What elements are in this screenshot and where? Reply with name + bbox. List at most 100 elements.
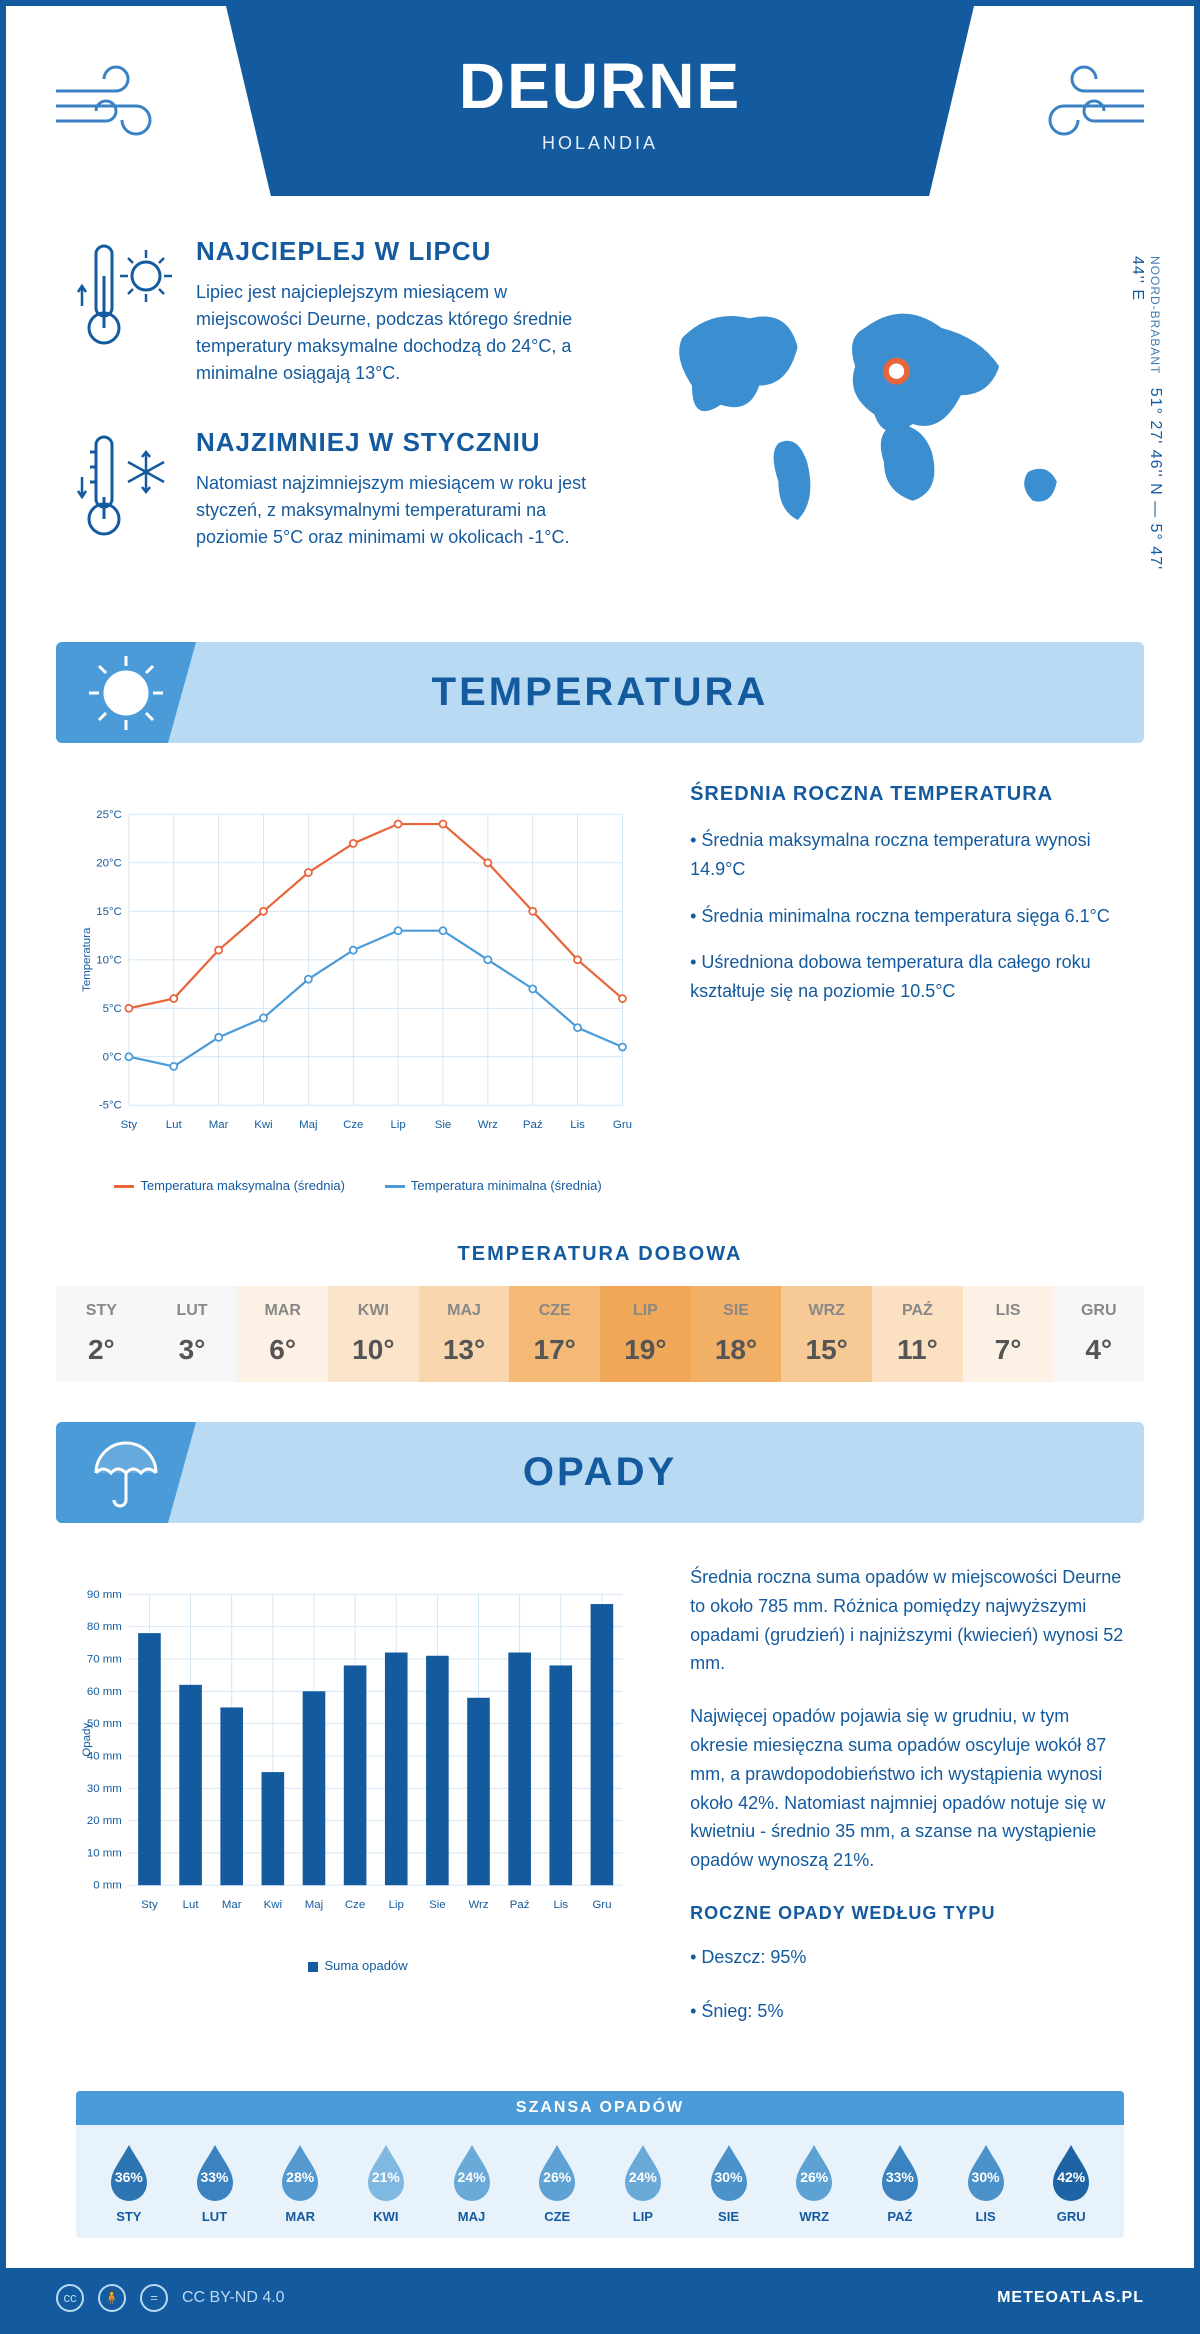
svg-text:Lis: Lis: [553, 1899, 568, 1911]
daily-cell: PAŹ11°: [872, 1286, 963, 1382]
chance-row: 36% STY 33% LUT 28% MAR 21% KWI 24% MAJ: [76, 2125, 1124, 2238]
temperature-body: -5°C0°C5°C10°C15°C20°C25°CStyLutMarKwiMa…: [6, 743, 1194, 1213]
precipitation-banner: OPADY: [56, 1422, 1144, 1523]
world-map-icon: [644, 280, 1124, 549]
temperature-summary: ŚREDNIA ROCZNA TEMPERATURA • Średnia mak…: [690, 783, 1124, 1193]
svg-text:Maj: Maj: [305, 1899, 323, 1911]
coldest-title: NAJZIMNIEJ W STYCZNIU: [196, 427, 604, 458]
warmest-title: NAJCIEPLEJ W LIPCU: [196, 236, 604, 267]
svg-text:20°C: 20°C: [96, 857, 122, 869]
svg-text:Lut: Lut: [183, 1899, 200, 1911]
temperature-chart: -5°C0°C5°C10°C15°C20°C25°CStyLutMarKwiMa…: [76, 783, 640, 1193]
svg-text:Paź: Paź: [523, 1119, 543, 1131]
svg-text:Mar: Mar: [222, 1899, 242, 1911]
chance-item: 21% KWI: [343, 2143, 429, 2224]
svg-text:5°C: 5°C: [103, 1003, 122, 1015]
svg-text:Kwi: Kwi: [254, 1119, 272, 1131]
chance-item: 24% MAJ: [429, 2143, 515, 2224]
svg-text:Lis: Lis: [570, 1119, 585, 1131]
precip-types: ROCZNE OPADY WEDŁUG TYPU • Deszcz: 95% •…: [690, 1899, 1124, 2027]
coldest-text: Natomiast najzimniejszym miesiącem w rok…: [196, 470, 604, 551]
svg-text:Maj: Maj: [299, 1119, 317, 1131]
svg-text:30 mm: 30 mm: [87, 1783, 122, 1795]
temperature-title: TEMPERATURA: [56, 670, 1144, 715]
svg-text:90 mm: 90 mm: [87, 1589, 122, 1601]
svg-text:0 mm: 0 mm: [93, 1880, 122, 1892]
intro-section: NAJCIEPLEJ W LIPCU Lipiec jest najcieple…: [6, 196, 1194, 622]
daily-cell: STY2°: [56, 1286, 147, 1382]
daily-cell: MAR6°: [237, 1286, 328, 1382]
city-title: DEURNE: [459, 49, 741, 123]
country-label: HOLANDIA: [542, 133, 658, 154]
coordinates: NOORD-BRABANT 51° 27' 46'' N — 5° 47' 44…: [1128, 256, 1164, 592]
precipitation-body: 0 mm10 mm20 mm30 mm40 mm50 mm60 mm70 mm8…: [6, 1523, 1194, 2071]
chance-item: 33% LUT: [172, 2143, 258, 2224]
header-banner: DEURNE HOLANDIA: [226, 6, 974, 196]
warmest-text: Lipiec jest najcieplejszym miesiącem w m…: [196, 279, 604, 387]
svg-text:Gru: Gru: [592, 1899, 611, 1911]
chance-item: 26% CZE: [514, 2143, 600, 2224]
svg-text:10°C: 10°C: [96, 954, 122, 966]
chance-title: SZANSA OPADÓW: [76, 2091, 1124, 2125]
svg-text:Sty: Sty: [141, 1899, 158, 1911]
summary-line-1: • Średnia minimalna roczna temperatura s…: [690, 902, 1124, 931]
svg-text:70 mm: 70 mm: [87, 1654, 122, 1666]
svg-text:Wrz: Wrz: [468, 1899, 488, 1911]
license-block: cc 🧍 = CC BY-ND 4.0: [56, 2284, 285, 2312]
svg-text:Cze: Cze: [343, 1119, 363, 1131]
header: DEURNE HOLANDIA: [6, 6, 1194, 196]
daily-cell: LIP19°: [600, 1286, 691, 1382]
svg-text:Temperatura: Temperatura: [81, 927, 93, 992]
coldest-block: NAJZIMNIEJ W STYCZNIU Natomiast najzimni…: [76, 427, 604, 552]
sun-icon: [56, 642, 196, 743]
precipitation-summary: Średnia roczna suma opadów w miejscowośc…: [690, 1563, 1124, 2051]
chance-item: 26% WRZ: [771, 2143, 857, 2224]
chance-item: 33% PAŹ: [857, 2143, 943, 2224]
svg-text:10 mm: 10 mm: [87, 1847, 122, 1859]
page-root: DEURNE HOLANDIA: [0, 0, 1200, 2334]
svg-text:Gru: Gru: [613, 1119, 632, 1131]
precip-text-0: Średnia roczna suma opadów w miejscowośc…: [690, 1563, 1124, 1678]
chance-item: 24% LIP: [600, 2143, 686, 2224]
svg-text:Paź: Paź: [510, 1899, 530, 1911]
legend-sum: Suma opadów: [324, 1958, 407, 1973]
daily-cell: LUT3°: [147, 1286, 238, 1382]
svg-text:25°C: 25°C: [96, 809, 122, 821]
precip-chance: SZANSA OPADÓW 36% STY 33% LUT 28% MAR 21…: [76, 2091, 1124, 2238]
chance-item: 36% STY: [86, 2143, 172, 2224]
svg-text:Wrz: Wrz: [478, 1119, 498, 1131]
svg-text:80 mm: 80 mm: [87, 1621, 122, 1633]
precip-title: OPADY: [56, 1450, 1144, 1495]
chance-item: 42% GRU: [1028, 2143, 1114, 2224]
license-text: CC BY-ND 4.0: [182, 2289, 285, 2307]
daily-cell: WRZ15°: [781, 1286, 872, 1382]
svg-text:Sie: Sie: [429, 1899, 446, 1911]
daily-cell: LIS7°: [963, 1286, 1054, 1382]
daily-cell: CZE17°: [509, 1286, 600, 1382]
footer: cc 🧍 = CC BY-ND 4.0 METEOATLAS.PL: [6, 2268, 1194, 2328]
warmest-block: NAJCIEPLEJ W LIPCU Lipiec jest najcieple…: [76, 236, 604, 387]
summary-title: ŚREDNIA ROCZNA TEMPERATURA: [690, 783, 1124, 806]
site-name: METEOATLAS.PL: [997, 2289, 1144, 2307]
legend-max: Temperatura maksymalna (średnia): [140, 1178, 344, 1193]
svg-text:15°C: 15°C: [96, 906, 122, 918]
svg-text:0°C: 0°C: [103, 1051, 122, 1063]
thermometer-hot-icon: [76, 236, 176, 387]
chance-item: 28% MAR: [257, 2143, 343, 2224]
daily-temp-table: STY2°LUT3°MAR6°KWI10°MAJ13°CZE17°LIP19°S…: [56, 1286, 1144, 1382]
precipitation-chart: 0 mm10 mm20 mm30 mm40 mm50 mm60 mm70 mm8…: [76, 1563, 640, 2051]
svg-text:-5°C: -5°C: [99, 1100, 122, 1112]
world-map-area: NOORD-BRABANT 51° 27' 46'' N — 5° 47' 44…: [644, 236, 1124, 592]
svg-text:Lip: Lip: [390, 1119, 405, 1131]
summary-line-0: • Średnia maksymalna roczna temperatura …: [690, 826, 1124, 884]
daily-cell: GRU4°: [1053, 1286, 1144, 1382]
svg-text:Lip: Lip: [389, 1899, 404, 1911]
legend-min: Temperatura minimalna (średnia): [411, 1178, 602, 1193]
svg-text:Sty: Sty: [121, 1119, 138, 1131]
umbrella-icon: [56, 1422, 196, 1523]
temperature-banner: TEMPERATURA: [56, 642, 1144, 743]
daily-cell: MAJ13°: [419, 1286, 510, 1382]
svg-text:Opady: Opady: [81, 1723, 93, 1757]
svg-text:Lut: Lut: [166, 1119, 183, 1131]
svg-text:Kwi: Kwi: [264, 1899, 282, 1911]
